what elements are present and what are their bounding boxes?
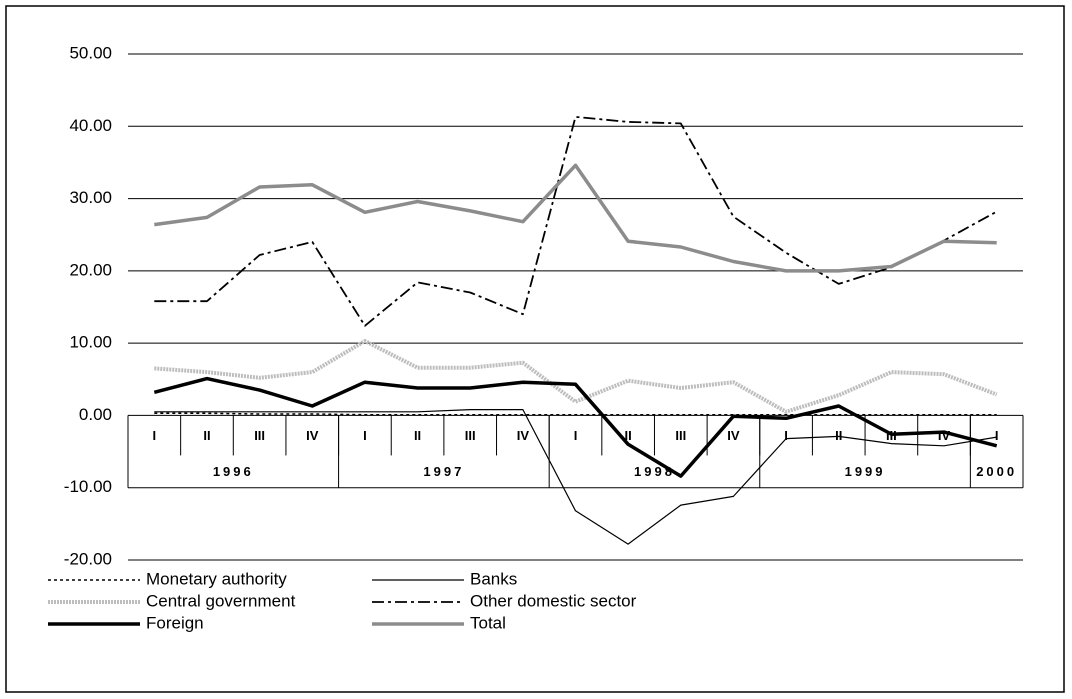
- y-tick-label: -10.00: [64, 477, 112, 496]
- series-line: [153, 376, 998, 478]
- x-tick-label: I: [784, 428, 788, 443]
- x-tick-label: IV: [306, 428, 319, 443]
- x-tick-label: I: [995, 428, 999, 443]
- year-label: 2000: [976, 464, 1017, 479]
- x-tick-label: II: [625, 428, 632, 443]
- year-label: 1998: [634, 464, 675, 479]
- series-line: [154, 116, 998, 327]
- legend-label: Foreign: [146, 613, 204, 632]
- x-tick-label: III: [254, 428, 265, 443]
- x-tick-label: IV: [727, 428, 740, 443]
- legend-label: Total: [470, 613, 506, 632]
- y-tick-label: 30.00: [69, 188, 112, 207]
- legend-label: Other domestic sector: [470, 591, 637, 610]
- x-tick-label: III: [465, 428, 476, 443]
- y-tick-label: -20.00: [64, 549, 112, 568]
- y-tick-label: 50.00: [69, 43, 112, 62]
- x-tick-label: IV: [517, 428, 530, 443]
- legend-label: Monetary authority: [146, 569, 287, 588]
- series-line: [154, 163, 997, 273]
- x-tick-label: IV: [938, 428, 951, 443]
- x-tick-label: I: [153, 428, 157, 443]
- x-tick-label: I: [574, 428, 578, 443]
- y-tick-label: 0.00: [79, 405, 112, 424]
- series-line: [154, 339, 998, 414]
- year-label: 1996: [213, 464, 254, 479]
- y-tick-label: 40.00: [69, 116, 112, 135]
- chart-frame: [5, 5, 1065, 693]
- x-tick-label: II: [835, 428, 842, 443]
- y-tick-label: 10.00: [69, 333, 112, 352]
- y-tick-label: 20.00: [69, 260, 112, 279]
- legend-label: Central government: [146, 591, 296, 610]
- x-tick-label: II: [414, 428, 421, 443]
- series-line: [154, 412, 997, 416]
- legend-label: Banks: [470, 569, 517, 588]
- x-tick-label: II: [203, 428, 210, 443]
- x-tick-label: I: [363, 428, 367, 443]
- series-line: [154, 409, 997, 545]
- x-tick-label: III: [675, 428, 686, 443]
- year-label: 1999: [845, 464, 886, 479]
- year-label: 1997: [423, 464, 464, 479]
